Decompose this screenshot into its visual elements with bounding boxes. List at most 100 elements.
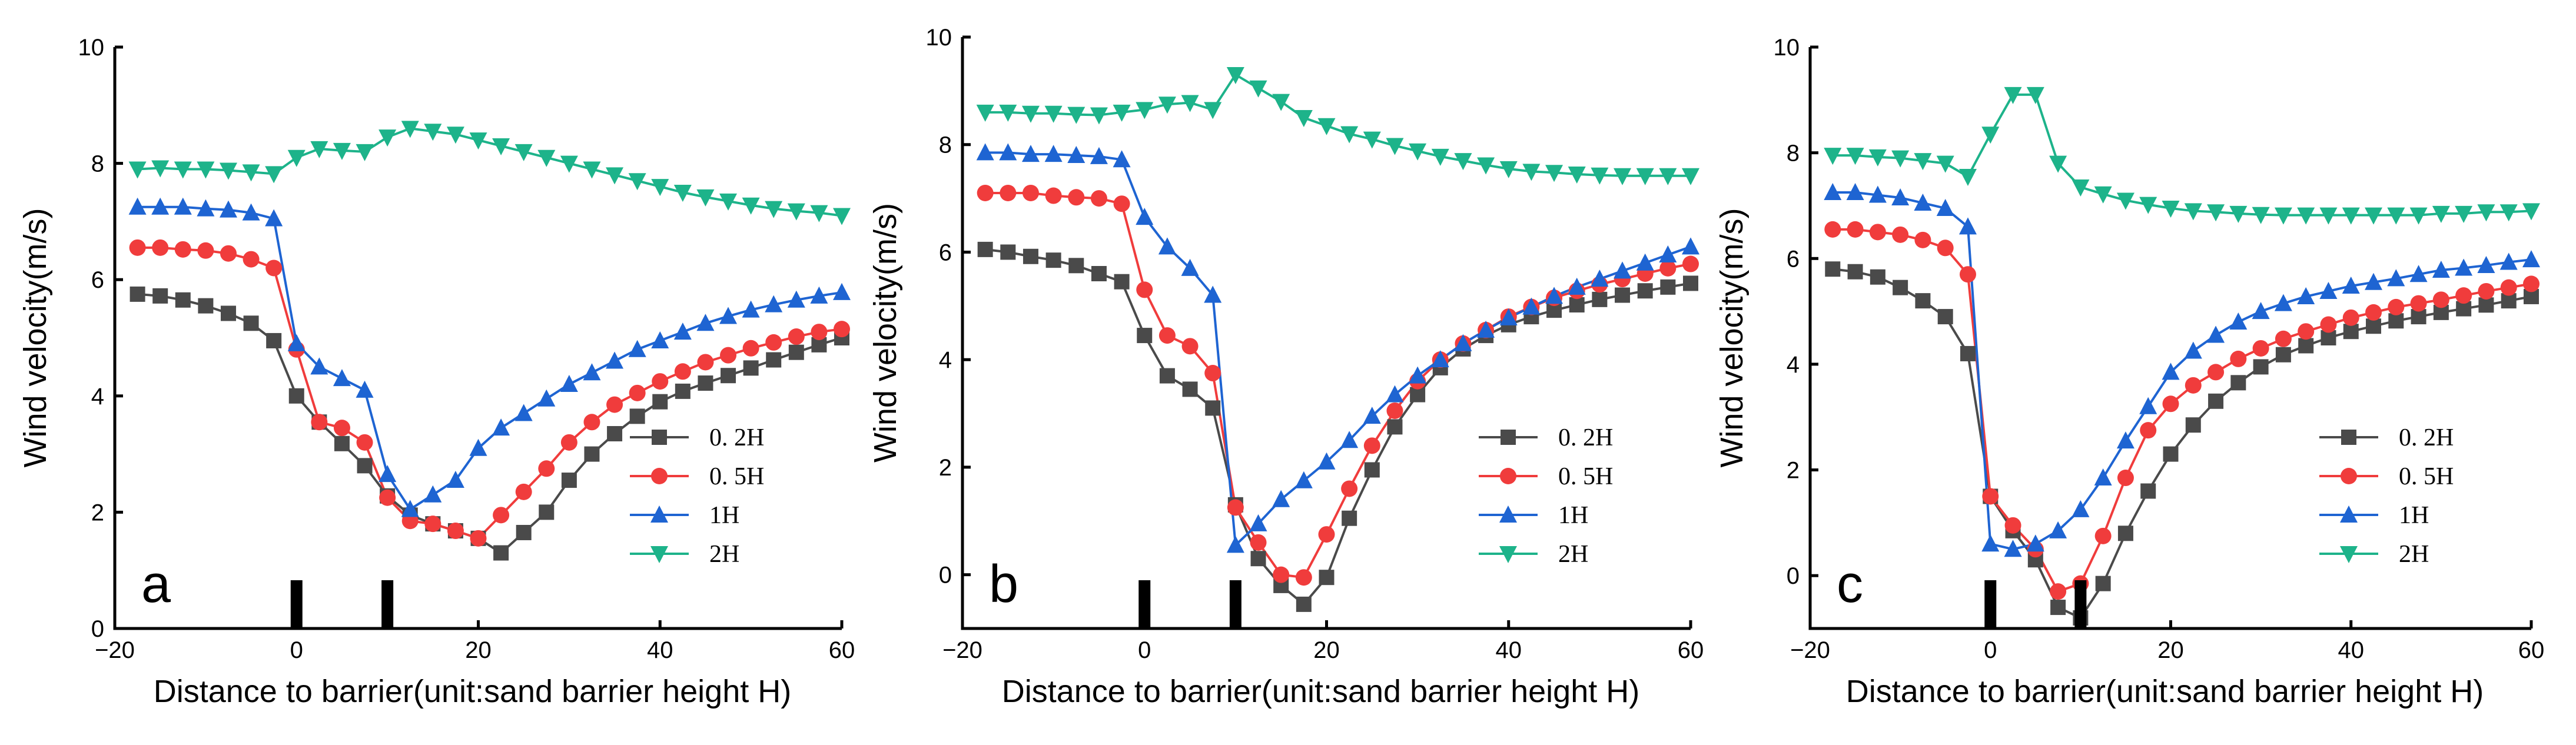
data-point bbox=[652, 373, 669, 390]
legend-marker bbox=[2341, 430, 2356, 445]
y-tick-label: 8 bbox=[1787, 141, 1800, 167]
x-tick-label: 20 bbox=[1313, 637, 1340, 663]
legend-marker bbox=[650, 546, 668, 563]
data-point bbox=[787, 290, 805, 308]
legend-marker bbox=[652, 430, 667, 445]
data-point bbox=[1454, 334, 1472, 351]
x-tick-label: 40 bbox=[647, 637, 673, 663]
series-line-05H bbox=[1833, 228, 2532, 593]
data-point bbox=[310, 141, 328, 158]
data-point bbox=[1891, 188, 1910, 205]
data-point bbox=[424, 515, 441, 533]
data-point bbox=[379, 129, 397, 147]
data-point bbox=[1936, 198, 1954, 216]
data-point bbox=[1294, 110, 1313, 128]
barrier-mark bbox=[381, 580, 394, 628]
data-point bbox=[999, 143, 1017, 161]
data-point bbox=[1000, 184, 1017, 201]
y-tick-label: 8 bbox=[91, 151, 104, 177]
data-point bbox=[2163, 446, 2179, 462]
data-point bbox=[1659, 245, 1677, 263]
data-point bbox=[151, 160, 170, 178]
data-point bbox=[2500, 279, 2517, 296]
data-point bbox=[1591, 167, 1609, 185]
data-point bbox=[1824, 183, 1842, 200]
data-point bbox=[1615, 287, 1631, 303]
data-point bbox=[1846, 183, 1864, 200]
data-point bbox=[2298, 338, 2314, 354]
data-point bbox=[130, 286, 145, 302]
data-point bbox=[2365, 272, 2383, 290]
data-point bbox=[2342, 309, 2359, 326]
panel-label: a bbox=[141, 555, 171, 614]
data-point bbox=[788, 328, 805, 345]
data-point bbox=[1273, 566, 1290, 583]
data-point bbox=[2094, 527, 2112, 544]
x-tick-label: 60 bbox=[1678, 637, 1704, 663]
data-point bbox=[1522, 164, 1541, 181]
data-point bbox=[2522, 250, 2540, 268]
data-point bbox=[151, 197, 170, 215]
data-point bbox=[1249, 514, 1267, 531]
data-point bbox=[2026, 534, 2044, 552]
x-tick-label: −20 bbox=[942, 637, 982, 663]
data-point bbox=[1159, 368, 1175, 384]
data-point bbox=[447, 523, 464, 540]
barrier-mark bbox=[1984, 580, 1997, 628]
data-point bbox=[2410, 295, 2427, 312]
data-point bbox=[561, 473, 577, 488]
data-point bbox=[1981, 127, 2000, 144]
data-point bbox=[1499, 161, 1518, 178]
data-point bbox=[1682, 168, 1699, 185]
data-point bbox=[1318, 526, 1335, 543]
y-tick-label: 6 bbox=[939, 240, 952, 265]
y-tick-label: 8 bbox=[939, 132, 952, 158]
data-point bbox=[379, 465, 397, 483]
data-point bbox=[287, 334, 306, 351]
data-point bbox=[1636, 168, 1654, 185]
data-point bbox=[1847, 221, 1864, 238]
data-point bbox=[356, 434, 373, 451]
x-tick-label: 60 bbox=[2518, 637, 2545, 663]
data-point bbox=[1045, 187, 1062, 204]
data-point bbox=[1205, 400, 1221, 416]
data-point bbox=[2207, 204, 2225, 222]
panel-label: c bbox=[1837, 555, 1863, 614]
x-tick-label: 20 bbox=[465, 637, 492, 663]
y-tick-label: 10 bbox=[1774, 35, 1800, 61]
data-point bbox=[1204, 285, 1222, 303]
barrier-mark bbox=[290, 580, 303, 628]
data-point bbox=[834, 321, 850, 338]
data-point bbox=[2252, 302, 2270, 320]
data-point bbox=[1363, 407, 1381, 424]
data-point bbox=[697, 354, 714, 371]
data-point bbox=[1682, 237, 1699, 255]
data-point bbox=[607, 426, 623, 442]
data-point bbox=[265, 209, 283, 227]
data-point bbox=[2432, 261, 2450, 278]
data-point bbox=[2387, 207, 2405, 225]
y-tick-label: 4 bbox=[91, 384, 104, 410]
data-point bbox=[2275, 347, 2291, 362]
data-point bbox=[1272, 94, 1290, 111]
data-point bbox=[833, 282, 851, 300]
data-point bbox=[606, 351, 624, 369]
data-point bbox=[2365, 207, 2383, 225]
data-point bbox=[220, 305, 236, 321]
data-point bbox=[560, 375, 578, 393]
data-point bbox=[583, 363, 601, 381]
data-point bbox=[1387, 419, 1403, 435]
legend-label: 1H bbox=[709, 502, 739, 529]
data-point bbox=[424, 124, 442, 141]
legend-label: 0. 5H bbox=[709, 463, 764, 490]
legend-marker bbox=[1499, 546, 1517, 563]
data-point bbox=[2049, 521, 2067, 538]
data-point bbox=[1158, 97, 1176, 114]
data-point bbox=[1682, 255, 1699, 272]
data-point bbox=[1499, 308, 1518, 325]
data-point bbox=[629, 408, 645, 424]
data-point bbox=[1959, 266, 1976, 283]
data-point bbox=[721, 368, 736, 384]
data-point bbox=[2185, 417, 2201, 433]
